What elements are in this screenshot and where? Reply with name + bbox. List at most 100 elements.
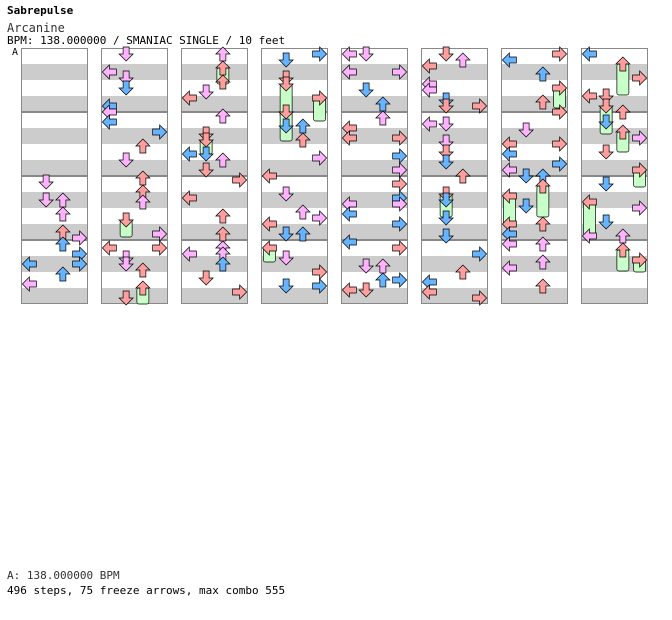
chart-row-band: [421, 96, 488, 112]
arrow-blue-down: [598, 214, 614, 230]
measure-frame: [501, 112, 568, 176]
chart-row-band: [261, 224, 328, 240]
measure-frame: [101, 240, 168, 304]
chart-row-band: [181, 176, 248, 192]
chart-row-band: [501, 112, 568, 128]
arrow-pink-left: [101, 64, 117, 80]
chart-row-band: [101, 272, 168, 288]
measure-frame: [341, 176, 408, 240]
arrow-blue-right: [312, 46, 328, 62]
arrow-red-up: [135, 138, 151, 154]
arrow-red-up: [215, 208, 231, 224]
measure-frame: [501, 48, 568, 112]
chart-row-band: [261, 144, 328, 160]
chart-row-band: [181, 224, 248, 240]
arrow-pink-left: [421, 82, 437, 98]
chart-row-band: [261, 240, 328, 256]
arrow-red-down: [118, 290, 134, 306]
arrow-blue-down: [278, 52, 294, 68]
bpm-legend: A: 138.000000 BPM: [7, 569, 120, 582]
arrow-jump-right: [392, 272, 408, 288]
measure-frame: [21, 112, 88, 176]
measure-frame: [421, 240, 488, 304]
chart-row-band: [101, 112, 168, 128]
measure-frame: [21, 240, 88, 304]
arrow-jump-down: [438, 98, 454, 114]
arrow-red-left: [261, 216, 277, 232]
chart-row-band: [181, 256, 248, 272]
chart-row-band: [101, 128, 168, 144]
arrow-red-up: [535, 278, 551, 294]
chart-row-band: [581, 144, 648, 160]
chart-row-band: [101, 64, 168, 80]
arrow-pink-up: [455, 52, 471, 68]
chart-row-band: [421, 288, 488, 304]
chart-row-band: [581, 160, 648, 176]
freeze-head-right: [312, 90, 328, 106]
chart-row-band: [101, 176, 168, 192]
measure-frame: [21, 48, 88, 112]
arrow-red-left: [341, 282, 357, 298]
arrow-pink-right: [312, 210, 328, 226]
chart-row-band: [181, 48, 248, 64]
arrow-jump-left: [21, 256, 37, 272]
chart-row-band: [421, 112, 488, 128]
chart-row-band: [341, 192, 408, 208]
arrow-pink-up: [295, 204, 311, 220]
chart-row-band: [181, 160, 248, 176]
chart-row-band: [261, 272, 328, 288]
freeze-head-right: [632, 252, 648, 268]
freeze-head-right: [632, 162, 648, 178]
arrow-red-down: [598, 144, 614, 160]
arrow-blue-down: [598, 114, 614, 130]
arrow-pink-left: [421, 116, 437, 132]
arrow-pink-up: [55, 206, 71, 222]
chart-row-band: [101, 288, 168, 304]
arrow-red-right: [152, 240, 168, 256]
arrow-jump-right: [392, 130, 408, 146]
chart-row-band: [501, 128, 568, 144]
chart-row-band: [501, 96, 568, 112]
arrow-blue-down: [438, 192, 454, 208]
arrow-pink-up: [375, 110, 391, 126]
measure-frame: [181, 240, 248, 304]
freeze-head-down: [278, 76, 294, 92]
step-stats: 496 steps, 75 freeze arrows, max combo 5…: [7, 584, 286, 597]
chart-row-band: [581, 208, 648, 224]
chart-row-band: [261, 80, 328, 96]
chart-row-band: [501, 224, 568, 240]
chart-row-band: [581, 272, 648, 288]
arrow-jump-down: [198, 146, 214, 162]
chart-row-band: [341, 272, 408, 288]
chart-row-band: [421, 48, 488, 64]
chart-row-band: [181, 112, 248, 128]
chart-row-band: [21, 240, 88, 256]
chart-row-band: [101, 224, 168, 240]
arrow-pink-right: [392, 162, 408, 178]
chart-row-band: [21, 176, 88, 192]
arrow-blue-down: [598, 176, 614, 192]
arrow-pink-left: [501, 162, 517, 178]
arrow-pink-down: [118, 256, 134, 272]
measure-frame: [341, 112, 408, 176]
chart-row-band: [501, 64, 568, 80]
arrow-red-right: [392, 176, 408, 192]
arrow-pink-down: [118, 46, 134, 62]
chart-row-band: [581, 176, 648, 192]
chart-row-band: [501, 192, 568, 208]
chart-row-band: [501, 176, 568, 192]
arrow-pink-right: [632, 130, 648, 146]
arrow-red-left: [261, 168, 277, 184]
chart-row-band: [421, 192, 488, 208]
arrow-red-up: [135, 262, 151, 278]
arrow-red-right: [632, 70, 648, 86]
chart-row-band: [501, 48, 568, 64]
arrow-blue-left: [581, 46, 597, 62]
freeze-head-down: [118, 212, 134, 228]
arrow-jump-left: [581, 228, 597, 244]
arrow-red-right: [232, 284, 248, 300]
arrow-pink-down: [118, 152, 134, 168]
arrow-blue-left: [101, 114, 117, 130]
arrow-red-right: [312, 264, 328, 280]
section-label: A: [12, 47, 19, 58]
